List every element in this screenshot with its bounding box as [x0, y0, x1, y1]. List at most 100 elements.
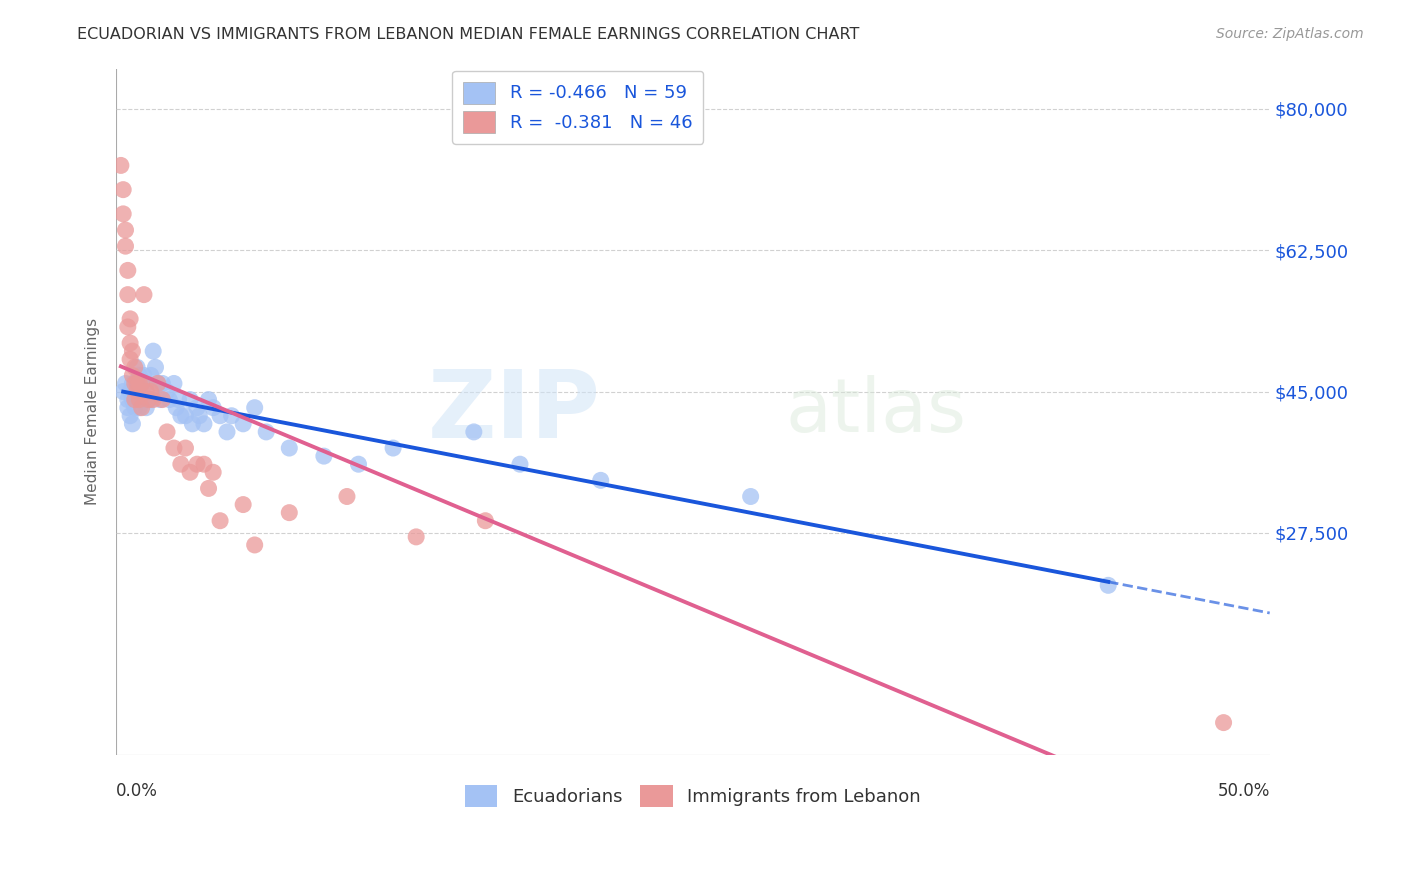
- Point: [114, 239, 136, 253]
- Point: [152, 392, 174, 407]
- Point: [347, 457, 370, 471]
- Point: [117, 401, 139, 415]
- Point: [139, 392, 162, 407]
- Point: [128, 392, 150, 407]
- Point: [124, 360, 146, 375]
- Point: [232, 498, 254, 512]
- Point: [112, 183, 135, 197]
- Point: [202, 401, 225, 415]
- Point: [405, 530, 427, 544]
- Point: [1097, 578, 1119, 592]
- Point: [142, 392, 165, 407]
- Point: [121, 392, 143, 407]
- Point: [132, 392, 155, 407]
- Point: [163, 376, 186, 391]
- Point: [221, 409, 243, 423]
- Point: [146, 376, 169, 391]
- Point: [197, 392, 219, 407]
- Point: [149, 392, 172, 407]
- Point: [138, 392, 160, 407]
- Point: [179, 465, 201, 479]
- Point: [110, 158, 132, 172]
- Point: [128, 384, 150, 399]
- Point: [202, 465, 225, 479]
- Point: [186, 457, 208, 471]
- Point: [139, 368, 162, 383]
- Point: [124, 392, 146, 407]
- Point: [120, 409, 142, 423]
- Point: [121, 417, 143, 431]
- Text: Source: ZipAtlas.com: Source: ZipAtlas.com: [1216, 27, 1364, 41]
- Point: [117, 392, 139, 407]
- Point: [193, 417, 215, 431]
- Point: [740, 490, 762, 504]
- Point: [120, 352, 142, 367]
- Point: [124, 401, 146, 415]
- Point: [186, 401, 208, 415]
- Point: [152, 376, 174, 391]
- Point: [163, 441, 186, 455]
- Point: [112, 384, 135, 399]
- Point: [209, 514, 232, 528]
- Point: [156, 384, 179, 399]
- Point: [254, 425, 277, 439]
- Point: [382, 441, 405, 455]
- Point: [135, 376, 157, 391]
- Point: [197, 482, 219, 496]
- Point: [179, 392, 201, 407]
- Point: [112, 207, 135, 221]
- Point: [174, 441, 197, 455]
- Point: [121, 368, 143, 383]
- Point: [128, 401, 150, 415]
- Point: [167, 392, 190, 407]
- Point: [193, 457, 215, 471]
- Point: [132, 368, 155, 383]
- Point: [131, 376, 153, 391]
- Point: [125, 384, 148, 399]
- Point: [209, 409, 232, 423]
- Point: [125, 376, 148, 391]
- Point: [188, 409, 211, 423]
- Point: [121, 376, 143, 391]
- Point: [135, 401, 157, 415]
- Text: ZIP: ZIP: [427, 366, 600, 458]
- Point: [474, 514, 496, 528]
- Point: [124, 376, 146, 391]
- Point: [138, 392, 160, 407]
- Point: [165, 401, 187, 415]
- Point: [181, 417, 204, 431]
- Point: [509, 457, 531, 471]
- Point: [120, 336, 142, 351]
- Point: [128, 376, 150, 391]
- Point: [114, 223, 136, 237]
- Point: [131, 376, 153, 391]
- Point: [174, 409, 197, 423]
- Point: [156, 425, 179, 439]
- Point: [142, 344, 165, 359]
- Point: [170, 409, 193, 423]
- Point: [120, 384, 142, 399]
- Point: [146, 376, 169, 391]
- Point: [336, 490, 359, 504]
- Point: [117, 287, 139, 301]
- Point: [157, 392, 180, 407]
- Text: 50.0%: 50.0%: [1218, 782, 1270, 800]
- Point: [170, 457, 193, 471]
- Y-axis label: Median Female Earnings: Median Female Earnings: [86, 318, 100, 505]
- Point: [145, 360, 167, 375]
- Point: [278, 506, 301, 520]
- Text: atlas: atlas: [786, 376, 966, 448]
- Point: [232, 417, 254, 431]
- Point: [243, 401, 266, 415]
- Point: [128, 368, 150, 383]
- Point: [243, 538, 266, 552]
- Legend: Ecuadorians, Immigrants from Lebanon: Ecuadorians, Immigrants from Lebanon: [458, 778, 928, 814]
- Point: [125, 360, 148, 375]
- Point: [124, 384, 146, 399]
- Point: [312, 449, 335, 463]
- Point: [117, 263, 139, 277]
- Point: [278, 441, 301, 455]
- Point: [463, 425, 485, 439]
- Text: 0.0%: 0.0%: [117, 782, 157, 800]
- Point: [120, 311, 142, 326]
